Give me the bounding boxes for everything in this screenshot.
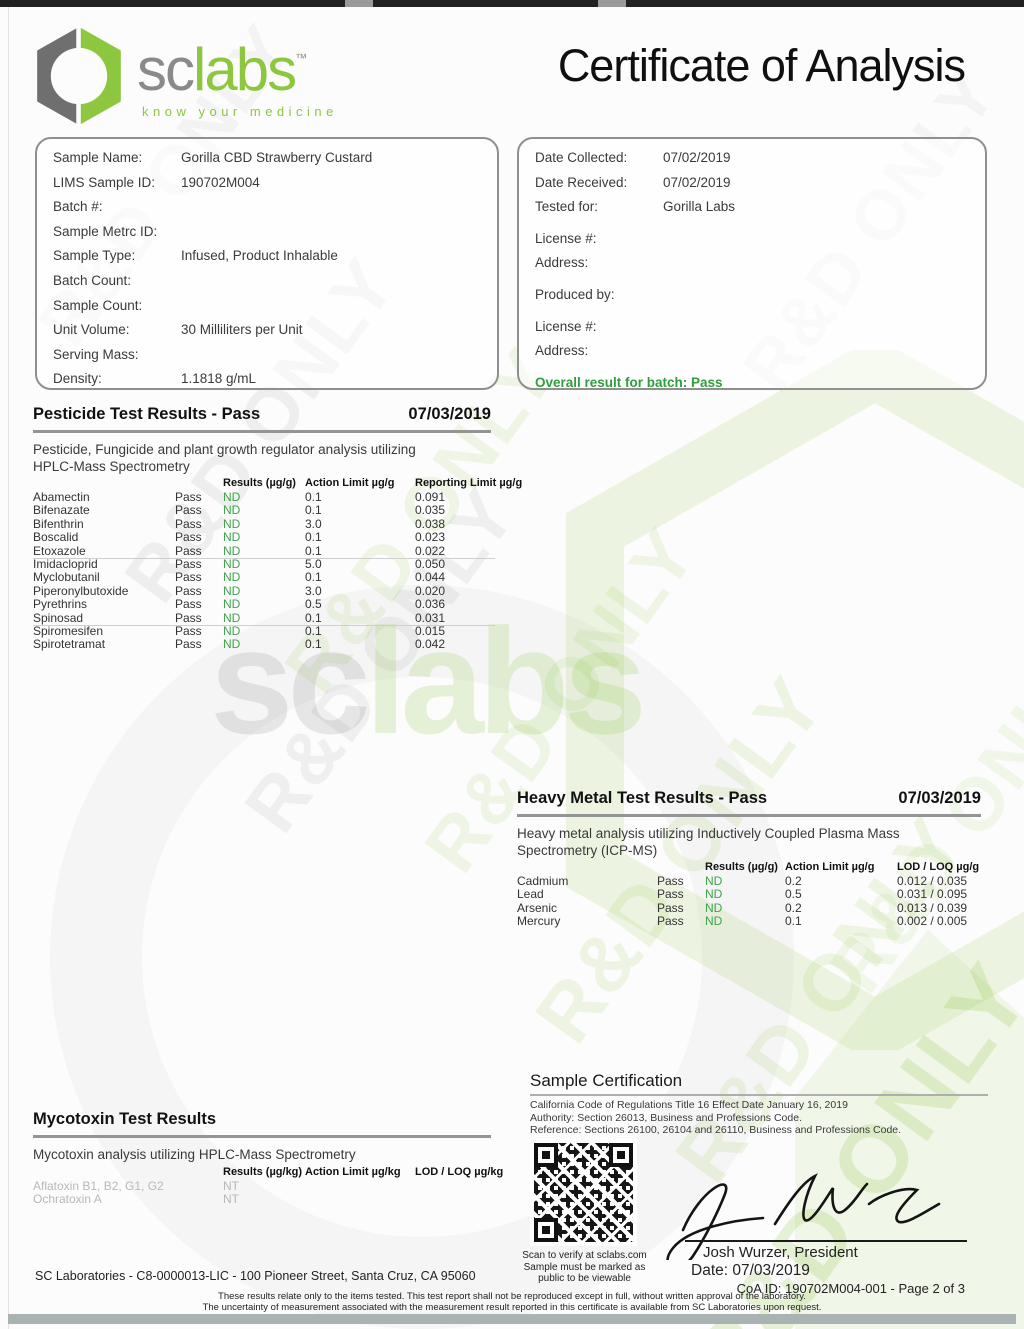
disclaimer-line: These results relate only to the items t… xyxy=(218,1291,806,1302)
top-bar-segment xyxy=(598,0,626,7)
coa-id: CoA ID: 190702M004-001 - Page 2 of 3 xyxy=(736,1281,965,1296)
section-title: Pesticide Test Results - Pass xyxy=(33,405,261,423)
table-row: Spiromesifen Pass ND 0.1 0.015 xyxy=(33,623,446,638)
table-row: Boscalid Pass ND 0.1 0.023 xyxy=(33,530,446,545)
table-row: Etoxazole Pass ND 0.1 0.022 xyxy=(33,543,446,558)
signature-icon xyxy=(666,1173,941,1260)
pesticide-section: Pesticide Test Results - Pass 07/03/2019… xyxy=(33,405,523,652)
info-row: Tested for: Gorilla Labs xyxy=(535,199,736,215)
info-row: Batch Count: xyxy=(53,272,132,288)
signature-line xyxy=(685,1240,967,1242)
pesticide-table: Abamectin Pass ND 0.1 0.091 Bifenazate Pass ND… xyxy=(33,490,495,652)
section-description: Heavy metal analysis utilizing Inductive… xyxy=(517,826,900,858)
sclabs-logo: sclabs™ know your medicine xyxy=(33,26,338,126)
signature-block: Josh Wurzer, President Date: 07/03/2019 … xyxy=(655,1160,970,1300)
table-row: Bifenazate Pass ND 0.1 0.035 xyxy=(33,503,446,518)
heavy-metal-section: Heavy Metal Test Results - Pass 07/03/20… xyxy=(517,789,981,929)
top-bar-segment xyxy=(345,0,373,7)
table-row: Pyrethrins Pass ND 0.5 0.036 xyxy=(33,597,446,612)
top-border-bar xyxy=(0,0,1024,7)
table-row: Arsenic Pass ND 0.2 0.013 / 0.039 xyxy=(517,900,968,915)
row-separator xyxy=(33,625,495,626)
table-row: Spinosad Pass ND 0.1 0.031 xyxy=(33,610,446,625)
signer-name: Josh Wurzer, President xyxy=(703,1244,858,1261)
info-row: Sample Name: Gorilla CBD Strawberry Custa… xyxy=(53,150,373,165)
section-date: 07/03/2019 xyxy=(408,405,491,423)
info-row: Density: 1.1818 g/mL xyxy=(53,371,257,387)
overall-result: Overall result for batch: Pass xyxy=(535,374,723,390)
qr-caption: Scan to verify at sclabs.com Sample must… xyxy=(522,1250,647,1284)
table-row: Imidacloprid Pass ND 5.0 0.050 xyxy=(33,556,446,571)
info-row: Serving Mass: xyxy=(53,346,139,362)
lab-address: SC Laboratories - C8-0000013-LIC - 100 P… xyxy=(35,1269,476,1283)
info-row: Address: xyxy=(535,343,589,359)
section-title: Heavy Metal Test Results - Pass xyxy=(517,789,768,807)
table-row: Bifenthrin Pass ND 3.0 0.038 xyxy=(33,516,446,531)
brand-wordmark: sclabs™ xyxy=(137,36,308,103)
table-header: Results (µg/g) Action Limit µg/g LOD / L… xyxy=(705,861,980,873)
section-description: Mycotoxin analysis utilizing HPLC-Mass S… xyxy=(33,1147,356,1162)
qr-code-icon xyxy=(530,1139,637,1246)
table-row: Piperonylbutoxide Pass ND 3.0 0.020 xyxy=(33,583,446,598)
disclaimer-line: The uncertainty of measurement associate… xyxy=(202,1302,822,1313)
certification-title: Sample Certification xyxy=(530,1071,988,1096)
table-row: Myclobutanil Pass ND 0.1 0.044 xyxy=(33,570,446,585)
table-row: Ochratoxin A NT xyxy=(33,1191,239,1206)
info-row: Unit Volume: 30 Milliliters per Unit xyxy=(53,322,303,338)
table-row: Cadmium Pass ND 0.2 0.012 / 0.035 xyxy=(517,874,968,888)
table-header: Results (µg/g) Action Limit µg/g Reporti… xyxy=(223,477,523,489)
sample-certification: Sample Certification California Code of … xyxy=(530,1071,988,1137)
qr-finder-icon xyxy=(534,1143,558,1167)
mycotoxin-section: Mycotoxin Test Results Mycotoxin analysi… xyxy=(33,1110,504,1207)
signature-date: Date: 07/03/2019 xyxy=(691,1262,810,1279)
info-row: Date Received: 07/02/2019 xyxy=(535,174,731,190)
info-row: Address: xyxy=(535,255,589,271)
info-row: Sample Type: Infused, Product Inhalable xyxy=(53,248,338,264)
table-row: Abamectin Pass ND 0.1 0.091 xyxy=(33,490,446,504)
table-row: Spirotetramat Pass ND 0.1 0.042 xyxy=(33,637,446,652)
info-row: Batch #: xyxy=(53,199,103,215)
section-date: 07/03/2019 xyxy=(898,789,981,807)
info-row: Date Collected: 07/02/2019 xyxy=(535,150,731,165)
page-edge-line xyxy=(8,7,9,1329)
info-row: Produced by: xyxy=(535,286,615,302)
table-row: Mercury Pass ND 0.1 0.002 / 0.005 xyxy=(517,914,968,929)
bottom-border-bar xyxy=(8,1314,1016,1324)
certification-text: California Code of Regulations Title 16 … xyxy=(530,1099,902,1136)
row-separator xyxy=(33,558,495,559)
heavy-metal-table: Cadmium Pass ND 0.2 0.012 / 0.035 Lead Pass ND… xyxy=(517,874,981,929)
info-row: Sample Count: xyxy=(53,297,143,313)
info-row: Sample Metrc ID: xyxy=(53,223,158,239)
qr-finder-icon xyxy=(609,1143,633,1167)
qr-finder-icon xyxy=(534,1218,558,1242)
batch-info-box: Date Collected: 07/02/2019 Date Received:… xyxy=(517,137,987,390)
info-row: LIMS Sample ID: 190702M004 xyxy=(53,174,260,190)
section-description: Pesticide, Fungicide and plant growth re… xyxy=(33,442,416,474)
info-row: License #: xyxy=(535,230,597,246)
table-row: Lead Pass ND 0.5 0.031 / 0.095 xyxy=(517,887,968,902)
info-row: License #: xyxy=(535,318,597,334)
brand-tagline: know your medicine xyxy=(142,104,338,119)
table-row: Aflatoxin B1, B2, G1, G2 NT xyxy=(33,1178,239,1193)
table-header: Results (µg/kg) Action Limit µg/kg LOD /… xyxy=(223,1165,504,1178)
sample-info-box: Sample Name: Gorilla CBD Strawberry Custa… xyxy=(35,137,499,390)
hexagon-logo-icon xyxy=(37,26,121,126)
section-title: Mycotoxin Test Results xyxy=(33,1110,217,1128)
page-title: Certificate of Analysis xyxy=(557,40,966,91)
